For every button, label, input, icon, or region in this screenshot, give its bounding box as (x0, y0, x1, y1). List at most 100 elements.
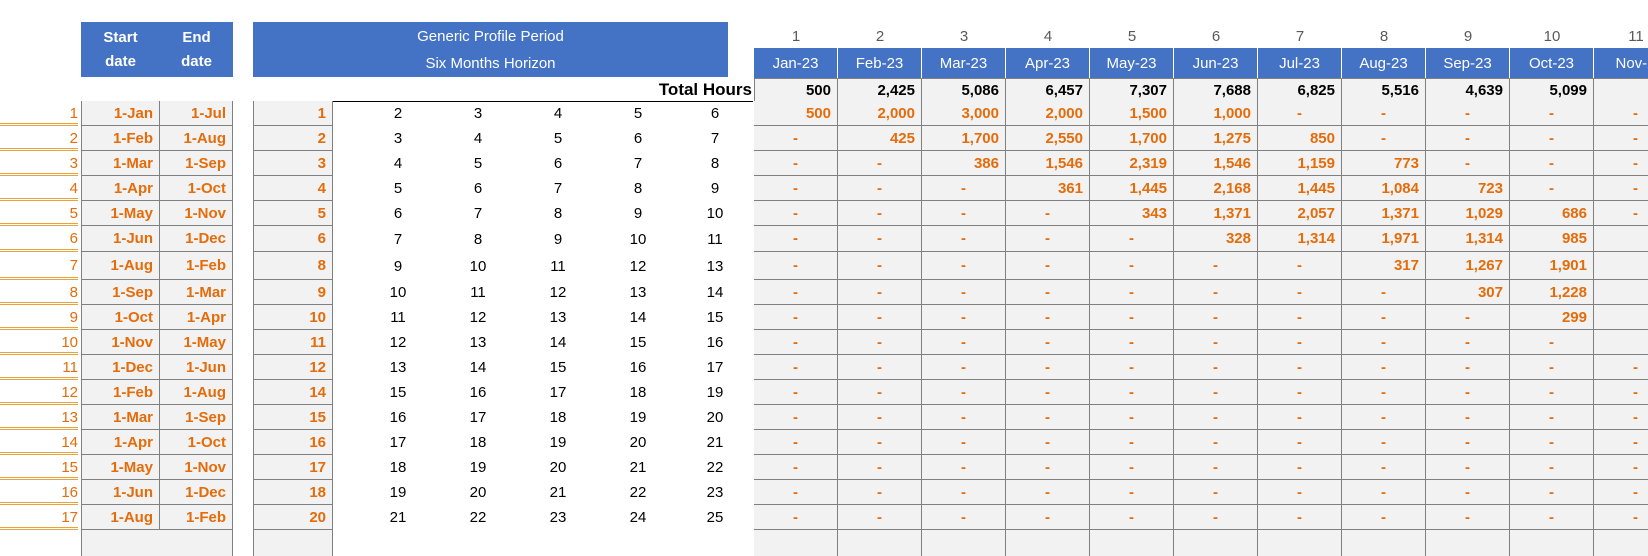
hours-cell[interactable]: - (1594, 505, 1648, 530)
period-cell[interactable]: 8 (633, 180, 643, 197)
end-date-cell[interactable]: 1-Jul (160, 101, 233, 126)
period-start-cell[interactable]: 6 (253, 226, 333, 252)
hours-cell[interactable]: - (1594, 355, 1648, 380)
hours-cell[interactable]: - (1426, 151, 1510, 176)
hours-cell[interactable]: - (1090, 480, 1174, 505)
period-cell[interactable]: 4 (473, 130, 483, 147)
start-date-cell[interactable]: 1-Nov (81, 330, 160, 355)
period-cell[interactable]: 12 (549, 284, 567, 301)
hours-cell[interactable]: - (1006, 305, 1090, 330)
period-cell[interactable]: 6 (473, 180, 483, 197)
hours-cell[interactable]: - (838, 226, 922, 252)
total-hours-cell[interactable]: 4,639 (1426, 78, 1510, 102)
period-start-cell[interactable]: 14 (253, 380, 333, 405)
hours-cell[interactable]: - (1090, 252, 1174, 280)
hours-cell[interactable]: - (1090, 355, 1174, 380)
hours-cell[interactable]: - (1090, 505, 1174, 530)
hours-cell[interactable]: - (1090, 226, 1174, 252)
hours-cell[interactable]: - (838, 380, 922, 405)
period-cell[interactable]: 9 (710, 180, 720, 197)
hours-cell[interactable]: - (1174, 455, 1258, 480)
hours-cell[interactable]: - (754, 330, 838, 355)
hours-cell[interactable]: 1,084 (1342, 176, 1426, 201)
period-cell[interactable]: 8 (473, 230, 483, 248)
hours-cell[interactable]: 1,700 (1090, 126, 1174, 151)
hours-cell[interactable]: - (1006, 226, 1090, 252)
hours-cell[interactable]: - (1090, 405, 1174, 430)
total-hours-cell[interactable]: 5,086 (922, 78, 1006, 102)
hours-cell[interactable]: - (922, 430, 1006, 455)
period-cell[interactable]: 21 (389, 509, 407, 526)
hours-cell[interactable]: - (1174, 505, 1258, 530)
period-cell[interactable]: 13 (549, 309, 567, 326)
period-cell[interactable]: 13 (706, 257, 724, 275)
period-cell[interactable]: 19 (469, 459, 487, 476)
period-cell[interactable]: 15 (389, 384, 407, 401)
total-hours-cell[interactable]: 6,457 (1006, 78, 1090, 102)
period-cell[interactable]: 16 (389, 409, 407, 426)
hours-cell[interactable]: 773 (1342, 151, 1426, 176)
hours-cell[interactable]: - (838, 280, 922, 305)
hours-cell[interactable]: - (1426, 330, 1510, 355)
period-cell[interactable]: 14 (549, 334, 567, 351)
period-cell[interactable]: 13 (629, 284, 647, 301)
period-cell[interactable]: 16 (629, 359, 647, 376)
hours-cell[interactable]: - (1090, 380, 1174, 405)
hours-cell[interactable]: 2,000 (1006, 101, 1090, 126)
period-start-cell[interactable]: 3 (253, 151, 333, 176)
hours-cell[interactable]: - (922, 201, 1006, 226)
period-start-cell[interactable]: 15 (253, 405, 333, 430)
period-cell[interactable]: 9 (633, 205, 643, 222)
period-cell[interactable]: 10 (389, 284, 407, 301)
hours-cell[interactable]: 1,8 (1594, 280, 1648, 305)
hours-cell[interactable]: - (1594, 151, 1648, 176)
hours-cell[interactable]: - (1174, 430, 1258, 455)
hours-cell[interactable]: - (1006, 505, 1090, 530)
hours-cell[interactable]: - (1426, 126, 1510, 151)
hours-cell[interactable]: - (1258, 101, 1342, 126)
period-cell[interactable]: 8 (553, 205, 563, 222)
hours-cell[interactable]: - (1594, 176, 1648, 201)
total-hours-cell[interactable]: 7,688 (1174, 78, 1258, 102)
period-cell[interactable]: 16 (469, 384, 487, 401)
hours-cell[interactable]: 425 (838, 126, 922, 151)
period-cell[interactable]: 18 (549, 409, 567, 426)
period-cell[interactable]: 19 (389, 484, 407, 501)
hours-cell[interactable]: - (1510, 151, 1594, 176)
hours-cell[interactable]: - (1342, 480, 1426, 505)
period-cell[interactable]: 17 (469, 409, 487, 426)
hours-cell[interactable]: - (1594, 101, 1648, 126)
hours-cell[interactable]: - (922, 252, 1006, 280)
month-header[interactable]: Aug-23 (1342, 48, 1426, 78)
hours-cell[interactable]: - (922, 176, 1006, 201)
hours-cell[interactable]: - (754, 201, 838, 226)
hours-cell[interactable]: - (922, 280, 1006, 305)
hours-cell[interactable]: - (754, 455, 838, 480)
hours-cell[interactable]: - (1342, 280, 1426, 305)
hours-cell[interactable]: - (1090, 455, 1174, 480)
period-cell[interactable]: 3 (393, 130, 403, 147)
period-cell[interactable]: 24 (629, 509, 647, 526)
start-date-cell[interactable]: 1-Jan (81, 101, 160, 126)
period-cell[interactable]: 21 (706, 434, 724, 451)
hours-cell[interactable]: - (1006, 355, 1090, 380)
end-date-cell[interactable]: 1-Sep (160, 151, 233, 176)
period-cell[interactable]: 11 (390, 309, 406, 326)
hours-cell[interactable]: - (1006, 380, 1090, 405)
period-cell[interactable]: 6 (710, 105, 720, 122)
hours-cell[interactable]: - (754, 430, 838, 455)
hours-cell[interactable]: - (1510, 380, 1594, 405)
hours-cell[interactable]: - (1426, 455, 1510, 480)
hours-cell[interactable]: 1,500 (1090, 101, 1174, 126)
hours-cell[interactable]: - (1342, 405, 1426, 430)
period-start-cell[interactable]: 8 (253, 252, 333, 280)
hours-cell[interactable]: - (1090, 280, 1174, 305)
period-cell[interactable]: 9 (393, 257, 403, 275)
hours-cell[interactable]: 307 (1426, 280, 1510, 305)
hours-cell[interactable]: - (838, 505, 922, 530)
hours-cell[interactable]: 500 (754, 101, 838, 126)
hours-cell[interactable]: - (922, 355, 1006, 380)
hours-cell[interactable]: - (1258, 305, 1342, 330)
hours-cell[interactable]: - (1342, 355, 1426, 380)
period-cell[interactable]: 17 (549, 384, 567, 401)
